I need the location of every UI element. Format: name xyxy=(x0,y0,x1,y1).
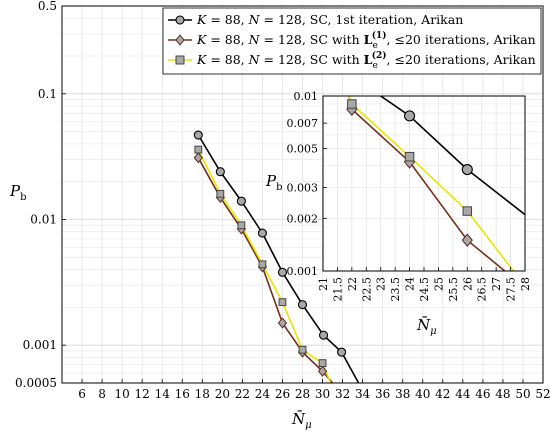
x-tick-label: 42 xyxy=(435,387,450,401)
y-tick-label: 0.01 xyxy=(294,90,319,103)
x-tick-label: 26 xyxy=(275,387,290,401)
x-tick-label: 34 xyxy=(355,387,371,401)
point-marker xyxy=(297,300,308,310)
legend: K = 88, N = 128, SC, 1st iteration, Arik… xyxy=(162,7,542,75)
x-tick-label: 23 xyxy=(375,277,388,291)
point-marker xyxy=(317,365,328,377)
point-marker xyxy=(337,347,347,357)
point-marker xyxy=(277,317,288,329)
point-marker xyxy=(461,163,473,176)
x-tick-label: 8 xyxy=(98,387,106,401)
x-tick-label: 22 xyxy=(346,277,359,291)
x-tick-label: 32 xyxy=(335,387,350,401)
point-marker xyxy=(258,260,267,269)
x-tick-label: 25 xyxy=(432,277,445,291)
point-marker xyxy=(318,359,327,367)
point-marker xyxy=(237,221,246,230)
y-tick-label: 0.007 xyxy=(287,117,319,130)
legend-entry: K = 88, N = 128, SC, 1st iteration, Arik… xyxy=(196,12,463,27)
point-marker xyxy=(257,228,267,238)
main-ticks: 6 8 10 12 14 16 18 20 22 24 26 28 30 32 34 36 38 40 42 44 46… xyxy=(15,0,550,401)
x-tick-label: 24 xyxy=(255,387,271,401)
y-tick-label: 0.002 xyxy=(287,212,319,225)
point-marker xyxy=(318,330,329,340)
y-tick-label: 0.1 xyxy=(38,87,57,101)
inset-series xyxy=(346,96,525,271)
legend-marker xyxy=(175,15,185,25)
x-tick-label: 46 xyxy=(475,387,490,401)
y-tick-label: 0.001 xyxy=(23,338,57,352)
x-tick-label: 28 xyxy=(295,387,310,401)
x-tick-label: 26.5 xyxy=(476,277,489,302)
x-tick-label: 16 xyxy=(175,387,190,401)
x-tick-label: 40 xyxy=(415,387,430,401)
y-tick-label: 0.01 xyxy=(30,213,57,227)
series-line xyxy=(380,96,525,216)
x-tick-label: 44 xyxy=(455,387,471,401)
y-tick-label: 0.005 xyxy=(287,143,319,156)
x-tick-label: 25.5 xyxy=(447,277,460,302)
inset-y-axis-label: Pb xyxy=(265,172,283,193)
point-marker xyxy=(404,110,416,122)
x-tick-label: 22.5 xyxy=(360,277,373,302)
x-tick-label: 30 xyxy=(315,387,330,401)
y-tick-label: 0.003 xyxy=(287,182,319,195)
x-tick-label: 20 xyxy=(215,387,230,401)
point-marker xyxy=(278,298,287,307)
x-tick-label: 14 xyxy=(155,387,171,401)
inset-grid xyxy=(323,96,525,271)
x-tick-label: 28 xyxy=(519,277,532,291)
point-marker xyxy=(236,196,246,206)
point-marker xyxy=(193,152,203,164)
y-tick-label: 0.001 xyxy=(287,265,319,278)
inset-chart: 21 21.5 22 22.5 23 23.5 24 24.5 25 25.5 26 26.5 27 27… xyxy=(265,90,532,337)
point-marker xyxy=(216,189,225,198)
inset-x-axis-label: N̄μ xyxy=(416,316,437,337)
x-tick-label: 52 xyxy=(535,387,550,401)
y-axis-label: Pb xyxy=(9,182,27,203)
point-marker xyxy=(193,130,203,140)
x-tick-label: 18 xyxy=(195,387,210,401)
x-tick-label: 50 xyxy=(515,387,530,401)
point-marker xyxy=(298,345,307,354)
x-tick-label: 26 xyxy=(461,277,474,291)
point-marker xyxy=(404,151,415,162)
x-tick-label: 12 xyxy=(135,387,150,401)
x-axis-label: N̄μ xyxy=(291,410,312,431)
point-marker xyxy=(462,206,473,216)
x-tick-label: 48 xyxy=(495,387,510,401)
x-tick-label: 27.5 xyxy=(505,277,518,302)
legend-entry: K = 88, N = 128, SC with Le(1), ≤20 iter… xyxy=(196,30,536,51)
x-tick-label: 27 xyxy=(490,277,503,291)
point-marker xyxy=(461,233,473,247)
main-series xyxy=(193,130,360,383)
legend-marker xyxy=(175,55,185,65)
point-marker xyxy=(347,99,357,109)
point-marker xyxy=(277,267,288,277)
point-marker xyxy=(194,145,203,154)
x-tick-label: 36 xyxy=(375,387,390,401)
x-tick-label: 23.5 xyxy=(389,277,402,302)
x-tick-label: 21.5 xyxy=(331,277,344,302)
x-tick-label: 22 xyxy=(235,387,250,401)
y-tick-label: 0.5 xyxy=(38,0,57,13)
inset-ticks: 21 21.5 22 22.5 23 23.5 24 24.5 25 25.5 26 26.5 27 27… xyxy=(287,90,533,302)
x-tick-label: 10 xyxy=(114,387,129,401)
x-tick-label: 38 xyxy=(395,387,410,401)
y-tick-label: 0.0005 xyxy=(15,376,57,390)
x-tick-label: 21 xyxy=(317,277,330,291)
point-marker xyxy=(215,167,225,177)
legend-entry: K = 88, N = 128, SC with Le(2), ≤20 iter… xyxy=(196,50,536,71)
x-tick-label: 24.5 xyxy=(418,277,431,302)
series-line xyxy=(197,157,334,383)
x-tick-label: 6 xyxy=(78,387,86,401)
x-tick-label: 24 xyxy=(404,277,417,291)
legend-marker xyxy=(175,34,185,46)
